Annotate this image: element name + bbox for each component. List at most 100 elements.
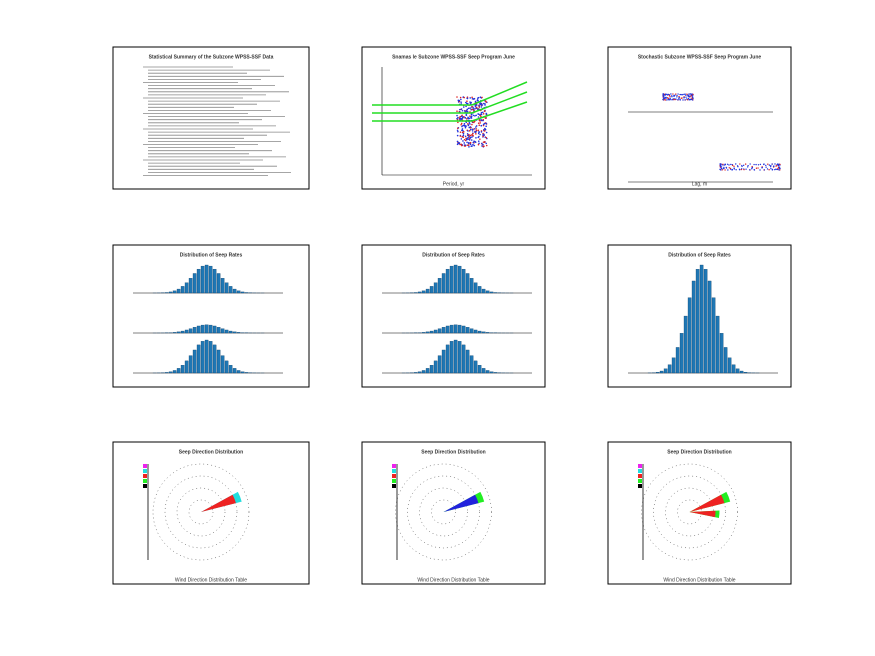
scatter-dot	[463, 138, 466, 141]
scatter-dot	[480, 115, 482, 118]
scatter-dot	[470, 115, 473, 118]
scatter-dot	[463, 122, 466, 125]
caption: Wind Direction Distribution Table	[175, 577, 247, 583]
scatter-dot	[683, 97, 685, 99]
scatter-dot	[471, 136, 473, 138]
scatter-dot	[691, 93, 693, 95]
scatter-dot	[728, 167, 730, 169]
histogram-bar	[477, 365, 482, 374]
scatter-dot	[469, 127, 472, 129]
page-thumbnail[interactable]	[361, 46, 546, 190]
histogram-bar	[469, 328, 474, 334]
scatter-dot	[463, 96, 465, 99]
histogram-bar	[437, 355, 442, 374]
scatter-dot	[677, 93, 679, 95]
scatter-dot	[733, 165, 735, 168]
scatter-dot	[719, 164, 722, 167]
scatter-dot	[478, 131, 480, 133]
histogram-bar	[232, 368, 237, 374]
scatter-dot	[467, 117, 470, 120]
scatter-dot	[469, 107, 471, 109]
scatter-dot	[670, 93, 672, 95]
scatter-dot	[759, 169, 761, 171]
histogram-bar	[204, 339, 209, 374]
scatter-dot	[482, 124, 485, 127]
scatter-dot	[485, 122, 488, 125]
scatter-dot	[763, 169, 766, 171]
histogram-bar	[192, 327, 197, 334]
scatter-dot	[684, 99, 686, 101]
scatter-dot	[778, 166, 781, 168]
histogram-bar	[184, 282, 189, 294]
histogram-bar	[481, 368, 486, 374]
scatter-dot	[475, 106, 478, 109]
scatter-dot	[663, 99, 665, 101]
histogram-bar	[477, 330, 482, 334]
scatter-dot	[456, 96, 458, 98]
page-thumbnail[interactable]	[112, 441, 310, 585]
histogram-bar	[417, 291, 422, 294]
scatter-dot	[470, 139, 473, 141]
histogram-bar	[216, 273, 221, 294]
scatter-dot	[779, 163, 781, 166]
scatter-dot	[478, 106, 481, 108]
page-thumbnail[interactable]	[361, 441, 546, 585]
legend-swatch	[392, 479, 396, 483]
histogram-bar	[445, 325, 450, 334]
scatter-dot	[673, 98, 675, 101]
scatter-dot	[467, 138, 469, 141]
scatter-dot	[465, 105, 467, 108]
histogram-bar	[224, 282, 229, 294]
page-title: Snamas le Subzone WPSS-SSF Seep Program …	[392, 54, 515, 60]
scatter-dot	[666, 94, 669, 96]
scatter-dot	[485, 136, 488, 139]
scatter-dot	[463, 110, 466, 112]
legend-swatch	[638, 474, 642, 478]
scatter-dot	[672, 93, 674, 95]
scatter-dot	[771, 163, 773, 165]
rose-ring	[188, 499, 214, 525]
page-thumbnail[interactable]	[112, 46, 310, 190]
scatter-dot	[666, 99, 668, 101]
scatter-dot	[464, 126, 467, 129]
scatter-dot	[477, 132, 480, 135]
scatter-dot	[464, 117, 467, 119]
scatter-dot	[472, 133, 474, 135]
histogram-bar	[719, 333, 724, 374]
scatter-dot	[469, 134, 472, 137]
scatter-dot	[468, 146, 470, 148]
scatter-dot	[479, 133, 481, 136]
scatter-dot	[456, 129, 459, 132]
caption: Wind Direction Distribution Table	[417, 577, 489, 583]
histogram-bar	[228, 365, 233, 374]
page-thumbnail[interactable]	[607, 46, 792, 190]
histogram-bar	[413, 372, 418, 374]
histogram-bar	[188, 355, 193, 374]
histogram-bar	[220, 328, 225, 334]
scatter-dot	[685, 96, 687, 98]
histogram-bar	[731, 364, 736, 374]
histogram-bar	[421, 332, 426, 334]
scatter-dot	[468, 121, 471, 124]
scatter-dot	[776, 164, 778, 167]
scatter-dot	[463, 145, 466, 147]
scatter-dot	[474, 141, 477, 144]
scatter-dot	[467, 124, 470, 127]
scatter-dot	[482, 141, 485, 143]
scatter-dot	[719, 168, 721, 171]
histogram-bar	[429, 365, 434, 374]
scatter-dot	[466, 141, 468, 144]
page-thumbnail[interactable]	[607, 244, 792, 388]
histogram-bar	[449, 265, 454, 294]
rose-ring	[164, 475, 238, 549]
scatter-dot	[459, 143, 461, 146]
scatter-dot	[681, 94, 683, 96]
scatter-dot	[463, 142, 466, 144]
scatter-dot	[480, 111, 483, 114]
scatter-dot	[463, 124, 465, 127]
page-title: Distribution of Seep Rates	[668, 252, 731, 258]
histogram-bar	[204, 324, 209, 334]
histogram-bar	[735, 368, 740, 374]
caption: Wind Direction Distribution Table	[663, 577, 735, 583]
page-thumbnail[interactable]	[361, 244, 546, 388]
